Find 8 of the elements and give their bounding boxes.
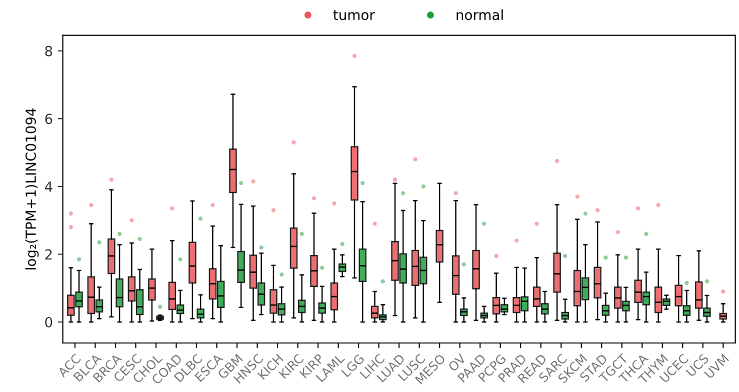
legend-label: tumor — [333, 10, 375, 20]
y-tick-label: 2 — [45, 249, 52, 260]
legend-label: normal — [456, 9, 503, 20]
y-tick-label: 8 — [45, 46, 52, 56]
y-tick-label: 4 — [44, 182, 52, 192]
y-tick-label: 0 — [45, 316, 52, 328]
y-tick-label: 6 — [45, 114, 52, 124]
y-axis-title: log₂(TPM+1)LINC01094 — [25, 108, 39, 270]
